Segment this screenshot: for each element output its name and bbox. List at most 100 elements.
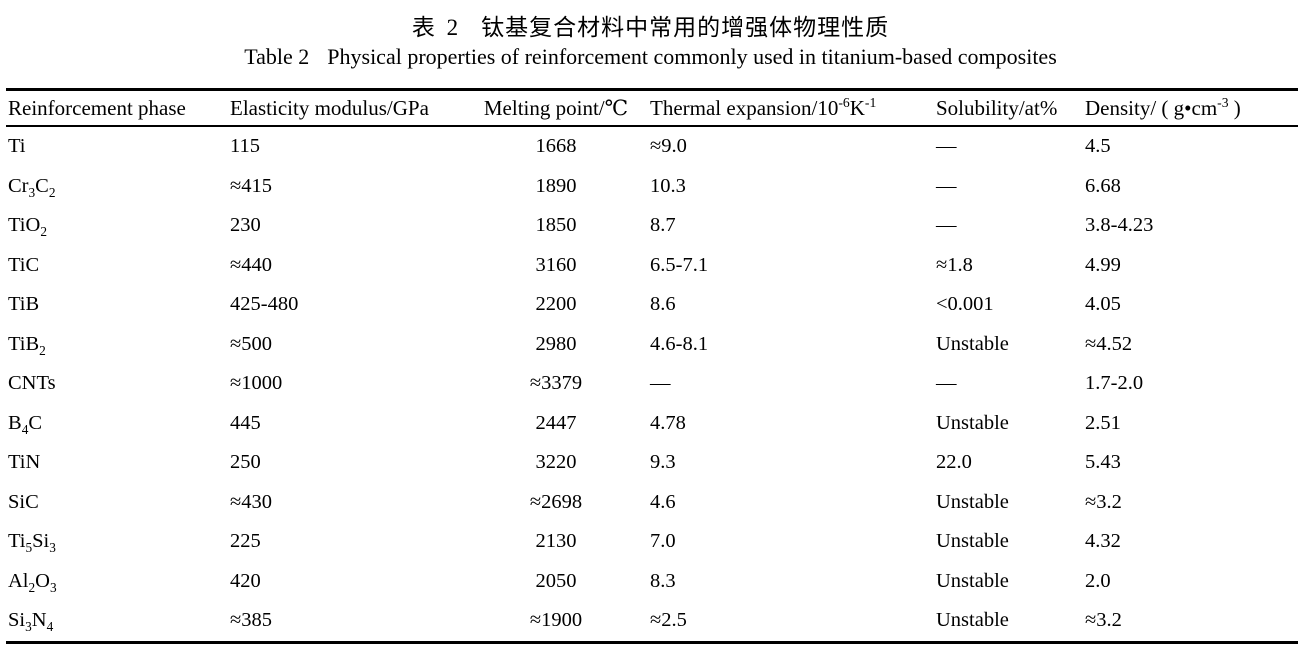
- table-caption-en-text: Physical properties of reinforcement com…: [327, 44, 1057, 69]
- cell-phase: SiC: [8, 490, 39, 513]
- table-row: CNTs ≈1000 ≈3379 — — 1.7-2.0: [6, 364, 1298, 404]
- cell-density: ≈4.52: [1085, 332, 1133, 355]
- cell-thermal-expansion: 9.3: [650, 451, 676, 474]
- cell-thermal-expansion: 4.6: [650, 490, 676, 513]
- cell-density: 4.32: [1085, 530, 1121, 553]
- cell-melting-point: 3160: [535, 253, 577, 276]
- cell-phase: Al2O3: [8, 569, 57, 595]
- cell-elasticity-modulus: 445: [230, 411, 261, 434]
- cell-thermal-expansion: 7.0: [650, 530, 676, 553]
- cell-melting-point: 1850: [535, 214, 577, 237]
- cell-elasticity-modulus: 425-480: [230, 293, 299, 316]
- table-row: TiO2 230 1850 8.7 — 3.8-4.23: [6, 206, 1298, 246]
- table-body: Ti 115 1668 ≈9.0 — 4.5 Cr3C2 ≈415 1890 10.3 — 6.68 T…: [6, 126, 1298, 642]
- table-row: Si3N4 ≈385 ≈1900 ≈2.5 Unstable ≈3.2: [6, 601, 1298, 642]
- cell-thermal-expansion: 4.78: [650, 411, 686, 434]
- cell-thermal-expansion: 8.3: [650, 569, 676, 592]
- cell-phase: Ti5Si3: [8, 530, 56, 556]
- cell-density: ≈3.2: [1085, 609, 1122, 632]
- cell-solubility: —: [936, 135, 957, 158]
- cell-thermal-expansion: 10.3: [650, 174, 686, 197]
- column-header-melting-point: Melting point/℃: [475, 89, 647, 127]
- table-row: Ti 115 1668 ≈9.0 — 4.5: [6, 126, 1298, 167]
- cell-density: 4.99: [1085, 253, 1121, 276]
- cell-elasticity-modulus: 115: [230, 135, 260, 158]
- cell-phase: TiB2: [8, 332, 46, 358]
- cell-density: 3.8-4.23: [1085, 214, 1154, 237]
- column-header-elasticity-modulus: Elasticity modulus/GPa: [228, 89, 475, 127]
- cell-solubility: <0.001: [936, 293, 994, 316]
- cell-melting-point: ≈2698: [529, 490, 583, 513]
- cell-thermal-expansion: 8.6: [650, 293, 676, 316]
- cell-solubility: —: [936, 174, 957, 197]
- cell-elasticity-modulus: ≈440: [230, 253, 273, 276]
- column-header-density: Density/ ( g•cm-3 ): [1082, 89, 1298, 127]
- column-header-thermal-expansion: Thermal expansion/10-6K-1: [647, 89, 930, 127]
- cell-phase: TiN: [8, 451, 41, 474]
- cell-density: 1.7-2.0: [1085, 372, 1144, 395]
- cell-thermal-expansion: —: [650, 372, 671, 395]
- table-row: SiC ≈430 ≈2698 4.6 Unstable ≈3.2: [6, 483, 1298, 523]
- cell-elasticity-modulus: ≈500: [230, 332, 273, 355]
- cell-solubility: Unstable: [936, 411, 1009, 434]
- cell-density: ≈3.2: [1085, 490, 1122, 513]
- table-row: Al2O3 420 2050 8.3 Unstable 2.0: [6, 562, 1298, 602]
- cell-thermal-expansion: ≈2.5: [650, 609, 687, 632]
- cell-phase: TiO2: [8, 214, 47, 240]
- table-header: Reinforcement phase Elasticity modulus/G…: [6, 89, 1298, 127]
- cell-thermal-expansion: ≈9.0: [650, 135, 687, 158]
- cell-phase: Si3N4: [8, 609, 54, 635]
- cell-elasticity-modulus: 420: [230, 569, 261, 592]
- table-row: TiB 425-480 2200 8.6 <0.001 4.05: [6, 285, 1298, 325]
- cell-density: 5.43: [1085, 451, 1121, 474]
- cell-phase: TiC: [8, 253, 40, 276]
- table-row: TiB2 ≈500 2980 4.6-8.1 Unstable ≈4.52: [6, 325, 1298, 365]
- header-row: Reinforcement phase Elasticity modulus/G…: [6, 89, 1298, 127]
- cell-density: 6.68: [1085, 174, 1121, 197]
- cell-solubility: ≈1.8: [936, 253, 973, 276]
- cell-solubility: Unstable: [936, 569, 1009, 592]
- cell-elasticity-modulus: 225: [230, 530, 261, 553]
- cell-solubility: —: [936, 372, 957, 395]
- cell-elasticity-modulus: ≈415: [230, 174, 273, 197]
- cell-melting-point: 2447: [535, 411, 577, 434]
- properties-table: Reinforcement phase Elasticity modulus/G…: [6, 88, 1298, 644]
- cell-phase: TiB: [8, 293, 40, 316]
- column-header-solubility: Solubility/at%: [930, 89, 1082, 127]
- cell-melting-point: 2200: [535, 293, 577, 316]
- cell-solubility: Unstable: [936, 490, 1009, 513]
- table-caption-zh-label: 表 2: [411, 15, 462, 40]
- cell-thermal-expansion: 8.7: [650, 214, 676, 237]
- cell-thermal-expansion: 4.6-8.1: [650, 332, 709, 355]
- table-row: TiC ≈440 3160 6.5-7.1 ≈1.8 4.99: [6, 246, 1298, 286]
- table-caption-en-label: Table 2: [244, 44, 310, 69]
- table-row: Ti5Si3 225 2130 7.0 Unstable 4.32: [6, 522, 1298, 562]
- cell-melting-point: 1890: [535, 174, 577, 197]
- table-caption-en: Table 2 Physical properties of reinforcem…: [0, 44, 1301, 70]
- cell-melting-point: 2130: [535, 530, 577, 553]
- cell-elasticity-modulus: 230: [230, 214, 261, 237]
- cell-density: 4.05: [1085, 293, 1121, 316]
- cell-solubility: —: [936, 214, 957, 237]
- column-header-phase: Reinforcement phase: [6, 89, 228, 127]
- table-row: B4C 445 2447 4.78 Unstable 2.51: [6, 404, 1298, 444]
- cell-melting-point: 2050: [535, 569, 577, 592]
- cell-phase: Cr3C2: [8, 174, 56, 200]
- cell-melting-point: ≈3379: [529, 372, 583, 395]
- cell-phase: CNTs: [8, 372, 56, 395]
- cell-density: 2.0: [1085, 569, 1111, 592]
- cell-solubility: Unstable: [936, 609, 1009, 632]
- cell-melting-point: 3220: [535, 451, 577, 474]
- table-row: Cr3C2 ≈415 1890 10.3 — 6.68: [6, 167, 1298, 207]
- cell-phase: Ti: [8, 135, 26, 158]
- cell-elasticity-modulus: ≈1000: [230, 372, 283, 395]
- cell-solubility: 22.0: [936, 451, 972, 474]
- cell-melting-point: ≈1900: [529, 609, 583, 632]
- cell-elasticity-modulus: ≈385: [230, 609, 273, 632]
- cell-elasticity-modulus: ≈430: [230, 490, 273, 513]
- cell-melting-point: 2980: [535, 332, 577, 355]
- cell-solubility: Unstable: [936, 530, 1009, 553]
- cell-density: 4.5: [1085, 135, 1111, 158]
- cell-thermal-expansion: 6.5-7.1: [650, 253, 709, 276]
- cell-density: 2.51: [1085, 411, 1121, 434]
